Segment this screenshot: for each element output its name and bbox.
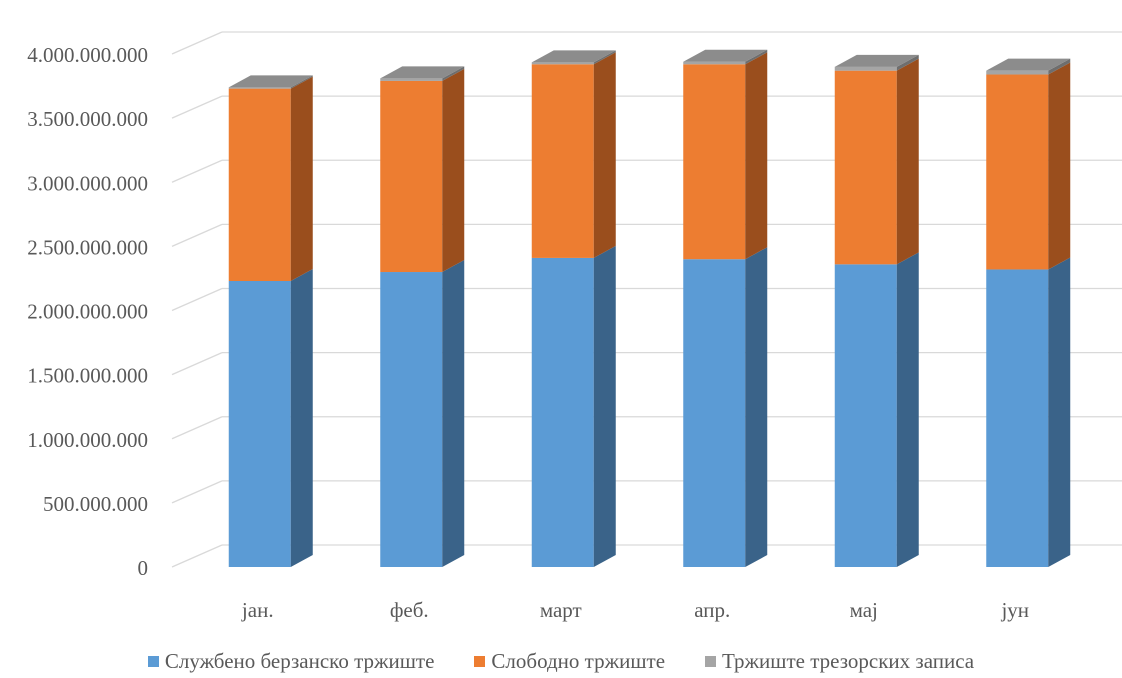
bar-segment-side <box>896 252 919 567</box>
y-axis-ticks: 0 500.000.000 1.000.000.000 1.500.000.000 2.… <box>27 43 148 580</box>
bar-segment-side <box>745 49 768 65</box>
x-tick-label: феб. <box>390 598 429 622</box>
bar-segment[interactable] <box>380 80 443 273</box>
y-tick-label: 3.000.000.000 <box>27 171 148 195</box>
bar-segment[interactable] <box>228 281 291 567</box>
bar-segment-side <box>745 247 768 567</box>
bar-segment-side <box>896 58 919 265</box>
bar-top <box>834 54 919 67</box>
bar-segment[interactable] <box>986 70 1049 75</box>
bar-segment-side <box>442 66 465 81</box>
legend-swatch-free-market <box>474 655 486 667</box>
legend-item-free-market[interactable]: Слободно тржиште <box>474 649 665 674</box>
bar-segment-side <box>290 269 313 567</box>
gridline-depth <box>171 287 223 312</box>
bar-segment-side <box>896 54 919 71</box>
gridline-depth <box>171 223 223 247</box>
bar-segment[interactable] <box>531 64 594 258</box>
bar-segment-side <box>593 52 616 258</box>
y-tick-label: 1.000.000.000 <box>27 428 148 452</box>
x-tick-label: јан. <box>241 598 274 622</box>
gridline-depth <box>171 352 223 376</box>
bar-top <box>228 75 313 88</box>
y-tick-label: 4.000.000.000 <box>27 43 148 67</box>
bar-segment-side <box>290 76 313 282</box>
x-tick-label: мај <box>850 598 878 622</box>
bar-segment-side <box>1048 257 1071 567</box>
legend-swatch-official-exchange <box>147 655 159 667</box>
gridline-depth <box>171 95 223 119</box>
gridline-depth <box>171 416 223 440</box>
gridlines <box>171 31 1122 568</box>
bar-segment-side <box>593 50 616 65</box>
bars <box>228 49 1071 568</box>
legend-item-official-exchange[interactable]: Службено берзанско тржиште <box>147 648 435 674</box>
bar-segment[interactable] <box>834 264 897 567</box>
bar-top <box>380 66 465 79</box>
bar-segment[interactable] <box>228 88 291 282</box>
bar-segment-side <box>593 245 616 568</box>
gridline-depth <box>171 480 223 504</box>
y-tick-label: 0 <box>138 556 149 580</box>
x-tick-label: апр. <box>694 598 730 622</box>
legend-label-treasury-bills: Тржиште трезорских записа <box>722 648 975 673</box>
gridline-depth <box>171 159 223 183</box>
legend-item-treasury-bills[interactable]: Тржиште трезорских записа <box>705 649 974 674</box>
bar-segment-side <box>290 75 313 89</box>
bar-top <box>531 50 616 63</box>
legend-label-free-market: Слободно тржиште <box>491 648 666 673</box>
bar-segment[interactable] <box>228 87 291 89</box>
bar-segment-side <box>1048 62 1071 270</box>
legend: Службено берзанско тржиште Слободно тржи… <box>0 646 1122 676</box>
y-tick-label: 2.500.000.000 <box>27 235 148 259</box>
bar-segment[interactable] <box>531 62 594 65</box>
legend-swatch-treasury-bills <box>705 655 717 667</box>
y-tick-label: 500.000.000 <box>43 492 148 516</box>
bar-segment-side <box>442 68 465 273</box>
bar-segment[interactable] <box>683 259 746 567</box>
bar-segment[interactable] <box>683 64 746 260</box>
bar-segment[interactable] <box>683 61 746 65</box>
bar-segment-side <box>1048 58 1071 75</box>
gridline-depth <box>171 544 223 568</box>
y-tick-label: 1.500.000.000 <box>27 364 148 388</box>
y-tick-label: 2.000.000.000 <box>27 300 148 324</box>
bar-segment[interactable] <box>380 272 443 567</box>
gridline-depth <box>171 31 223 55</box>
y-tick-label: 3.500.000.000 <box>27 107 148 131</box>
x-axis-ticks: јан. феб. март апр. мај јун <box>241 598 1029 622</box>
legend-label-official-exchange: Службено берзанско тржиште <box>164 648 435 673</box>
bar-segment[interactable] <box>986 74 1049 270</box>
bar-segment-side <box>442 260 465 567</box>
bar-segment[interactable] <box>834 70 897 265</box>
bar-segment-side <box>745 52 768 260</box>
bar-segment[interactable] <box>834 66 897 71</box>
bar-top <box>683 49 768 62</box>
bar-segment[interactable] <box>531 257 594 567</box>
bar-top <box>986 58 1071 71</box>
bar-segment[interactable] <box>986 269 1049 567</box>
x-tick-label: март <box>540 598 582 622</box>
bar-segment[interactable] <box>380 78 443 81</box>
x-tick-label: јун <box>1000 598 1029 622</box>
